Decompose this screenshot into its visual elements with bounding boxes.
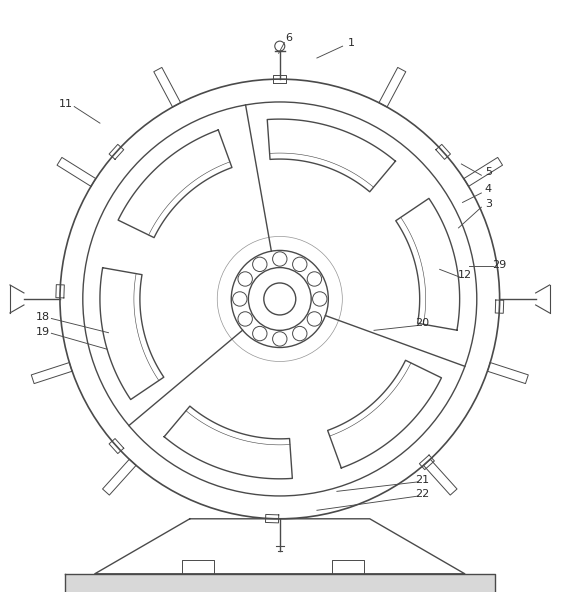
Text: 3: 3 (485, 200, 492, 209)
Text: 19: 19 (36, 327, 50, 336)
Text: 29: 29 (493, 260, 506, 269)
Text: 20: 20 (416, 318, 429, 327)
Text: 4: 4 (485, 185, 492, 194)
Text: 11: 11 (59, 99, 73, 108)
Text: 6: 6 (285, 34, 292, 43)
Text: 21: 21 (416, 475, 429, 484)
Text: 1: 1 (348, 38, 355, 47)
Text: 22: 22 (416, 490, 429, 499)
Text: 5: 5 (485, 167, 492, 176)
Text: 18: 18 (36, 312, 50, 321)
Text: 12: 12 (459, 271, 472, 280)
Polygon shape (65, 574, 495, 592)
